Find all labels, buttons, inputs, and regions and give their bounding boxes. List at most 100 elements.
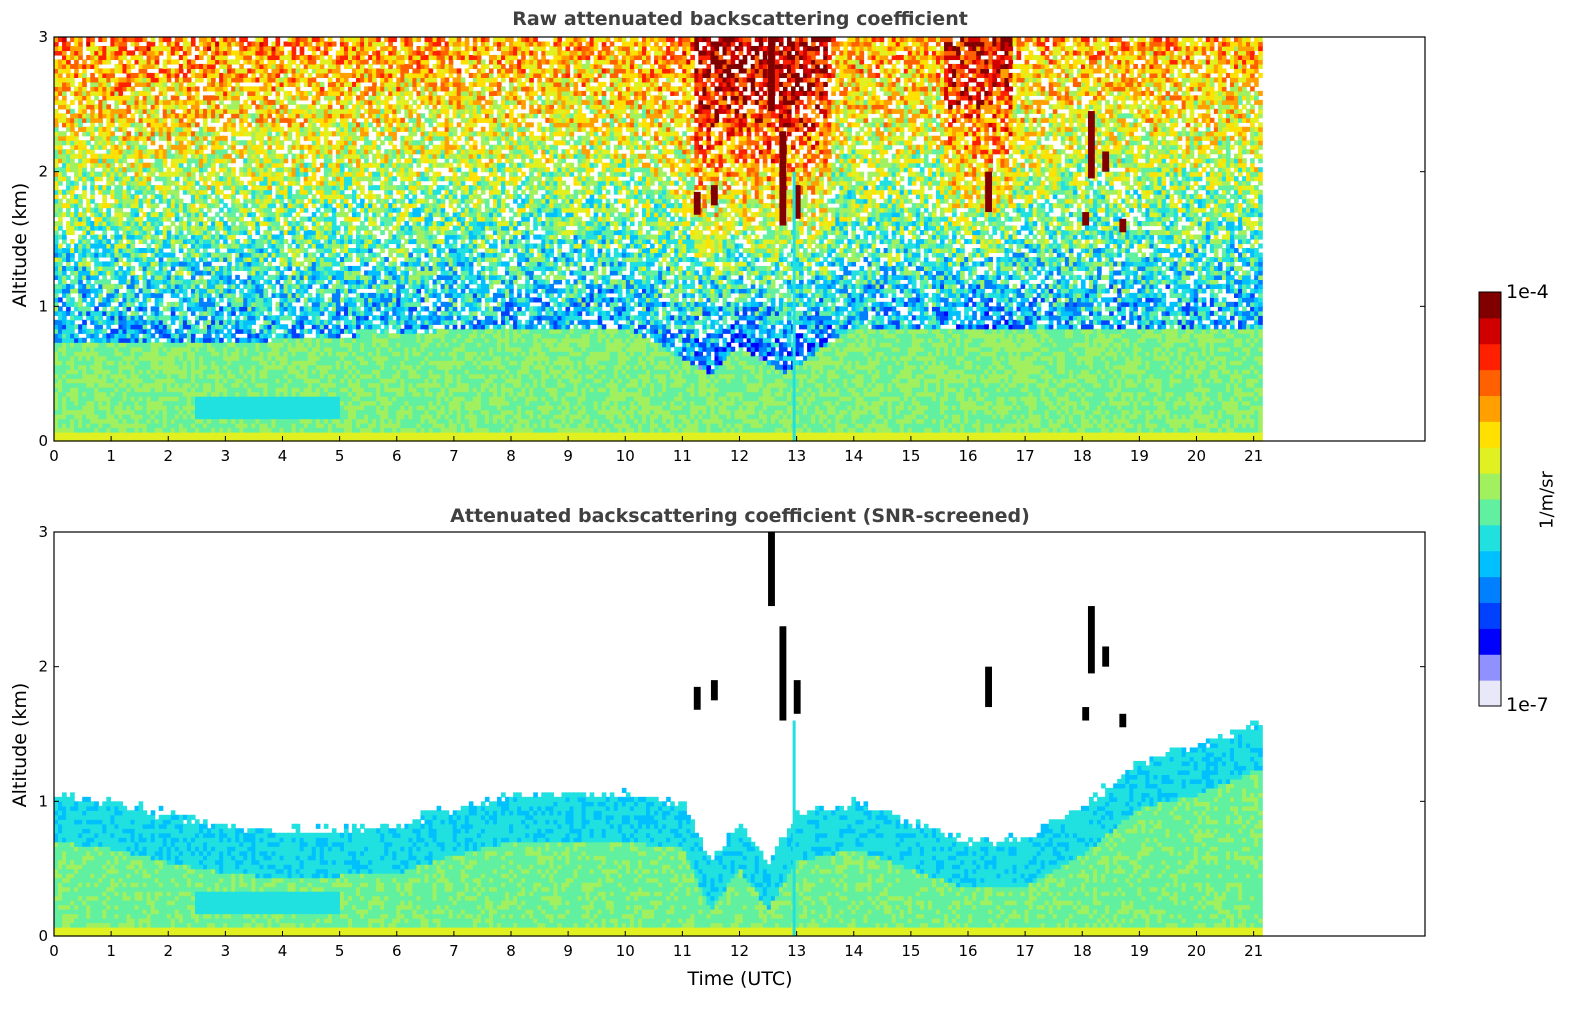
cloud-patch: [711, 680, 718, 700]
colorbar-segment: [1479, 594, 1501, 603]
colorbar-segment: [1479, 318, 1501, 327]
figure: 0 1 2 3 4 5 6 7 8 9 10 11 12 13 14 15 16 17 18 19 20 21 0 1 2 3 0 1…: [0, 0, 1595, 1020]
x-tick-label: 7: [449, 447, 459, 465]
top-heatmap-cells: [54, 37, 1263, 442]
x-tick-label: 20: [1187, 447, 1206, 465]
cloud-patch: [694, 687, 701, 710]
cloud-patch: [1119, 219, 1126, 232]
x-tick-label: 4: [278, 942, 288, 960]
cloud-patch: [1082, 212, 1089, 225]
colorbar-segment: [1479, 628, 1501, 637]
colorbar-segment: [1479, 577, 1501, 586]
y-tick-label: 2: [38, 658, 48, 676]
colorbar-segment: [1479, 370, 1501, 379]
colorbar-segment: [1479, 430, 1501, 439]
vertical-feature: [793, 721, 796, 936]
cloud-patch: [794, 680, 801, 714]
colorbar-segment: [1479, 620, 1501, 629]
x-tick-label: 7: [449, 942, 459, 960]
x-tick-label: 18: [1073, 942, 1092, 960]
colorbar-unit-label: 1/m/sr: [1537, 471, 1558, 529]
cloud-patch: [768, 37, 775, 111]
x-tick-label: 11: [673, 447, 692, 465]
vertical-feature: [793, 172, 796, 441]
x-tick-label: 8: [506, 942, 516, 960]
colorbar-segment: [1479, 413, 1501, 422]
x-tick-label: 9: [563, 447, 573, 465]
colorbar-segment: [1479, 542, 1501, 551]
colorbar-segment: [1479, 525, 1501, 534]
x-tick-label: 1: [106, 942, 116, 960]
cloud-patch: [694, 192, 701, 215]
cloud-patch: [768, 532, 775, 606]
colorbar-segment: [1479, 387, 1501, 396]
x-tick-label: 8: [506, 447, 516, 465]
x-tick-label: 17: [1016, 942, 1035, 960]
x-tick-label: 14: [844, 942, 863, 960]
colorbar-segment: [1479, 603, 1501, 612]
x-tick-label: 0: [49, 447, 59, 465]
y-tick-label: 0: [38, 927, 48, 945]
colorbar-max-label: 1e-4: [1506, 281, 1549, 303]
x-tick-label: 5: [335, 447, 345, 465]
colorbar-segment: [1479, 439, 1501, 448]
x-tick-label: 18: [1073, 447, 1092, 465]
x-tick-label: 2: [163, 447, 173, 465]
x-tick-label: 3: [221, 447, 231, 465]
x-tick-label: 19: [1130, 942, 1149, 960]
x-tick-label: 1: [106, 447, 116, 465]
x-tick-label: 17: [1016, 447, 1035, 465]
colorbar-segment: [1479, 361, 1501, 370]
x-tick-label: 12: [730, 447, 749, 465]
colorbar-segment: [1479, 568, 1501, 577]
colorbar-segment: [1479, 551, 1501, 560]
y-tick-label: 2: [38, 163, 48, 181]
x-tick-label: 20: [1187, 942, 1206, 960]
colorbar-segment: [1479, 309, 1501, 318]
colorbar-segment: [1479, 396, 1501, 405]
colorbar-segment: [1479, 637, 1501, 646]
x-tick-label: 6: [392, 447, 402, 465]
cloud-patch: [1119, 714, 1126, 727]
y-tick-label: 0: [38, 432, 48, 450]
x-tick-label: 15: [901, 447, 920, 465]
colorbar-segment: [1479, 508, 1501, 517]
colorbar-segment: [1479, 534, 1501, 543]
colorbar-segment: [1479, 473, 1501, 482]
cloud-patch: [1088, 111, 1095, 178]
colorbar-segment: [1479, 292, 1501, 301]
colorbar-segment: [1479, 680, 1501, 689]
y-tick-label: 3: [38, 523, 48, 541]
x-tick-label: 21: [1244, 447, 1263, 465]
colorbar-segment: [1479, 344, 1501, 353]
bottom-panel-title: Attenuated backscattering coefficient (S…: [450, 505, 1030, 527]
x-tick-label: 10: [616, 942, 635, 960]
colorbar-segment: [1479, 516, 1501, 525]
colorbar-segment: [1479, 689, 1501, 698]
colorbar-segment: [1479, 352, 1501, 361]
x-tick-label: 13: [787, 942, 806, 960]
colorbar-segment: [1479, 378, 1501, 387]
bottom-panel-y-axis-label: Altitude (km): [9, 683, 31, 808]
colorbar-segment: [1479, 646, 1501, 655]
x-tick-label: 14: [844, 447, 863, 465]
colorbar-segment: [1479, 335, 1501, 344]
x-tick-label: 0: [49, 942, 59, 960]
x-tick-label: 6: [392, 942, 402, 960]
colorbar-segment: [1479, 697, 1501, 706]
x-tick-label: 16: [958, 942, 977, 960]
x-tick-label: 12: [730, 942, 749, 960]
cloud-patch: [1102, 646, 1109, 666]
colorbar-segment: [1479, 663, 1501, 672]
colorbar-segment: [1479, 421, 1501, 430]
cloud-patch: [779, 626, 786, 720]
y-tick-label: 1: [38, 297, 48, 315]
colorbar-segment: [1479, 672, 1501, 681]
x-tick-label: 13: [787, 447, 806, 465]
y-tick-label: 3: [38, 28, 48, 46]
x-tick-label: 19: [1130, 447, 1149, 465]
x-tick-label: 11: [673, 942, 692, 960]
top-panel-title: Raw attenuated backscattering coefficien…: [512, 8, 968, 30]
colorbar: [1479, 292, 1501, 707]
